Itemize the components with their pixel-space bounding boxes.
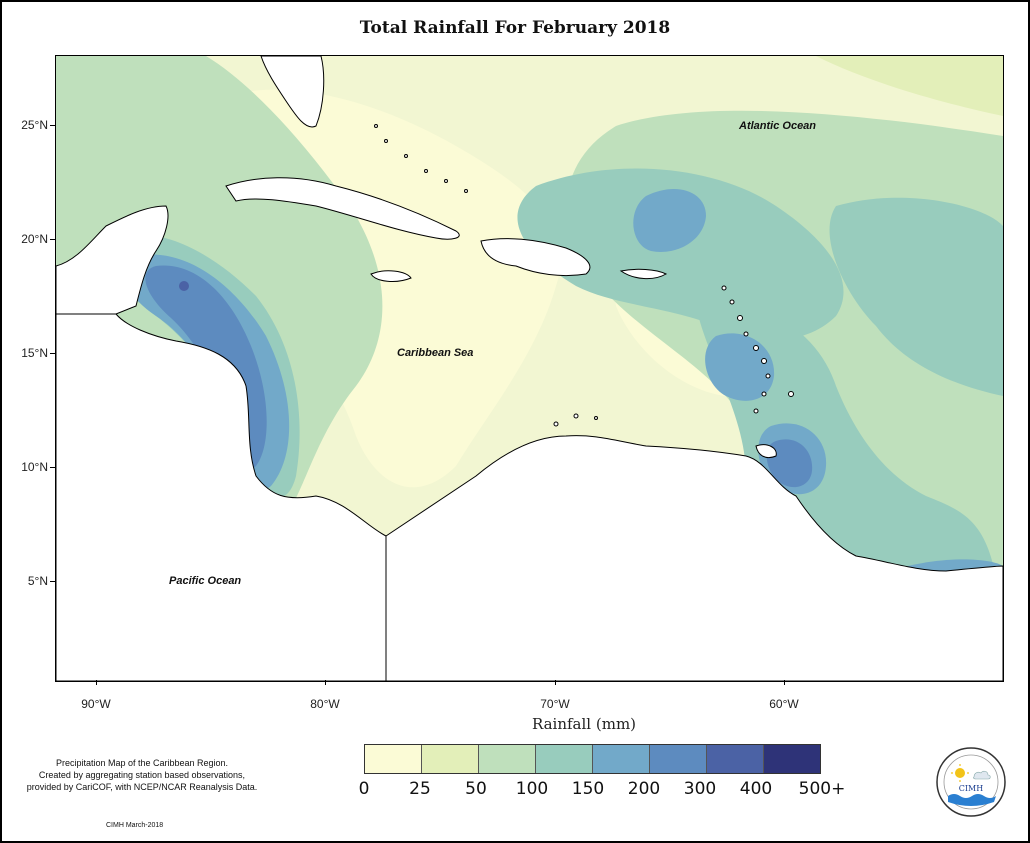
jamaica [370,270,412,282]
x-tick [784,680,785,685]
central-america [56,313,387,681]
y-tick [50,239,55,240]
x-axis-title: Rainfall (mm) [531,715,637,733]
legend-label: 200 [627,779,661,799]
x-tick-label: 90°W [81,697,111,711]
x-tick-label: 80°W [310,697,340,711]
x-tick [96,680,97,685]
y-tick-label: 15°N [21,346,48,360]
ocean-label-pacific: Pacific Ocean [169,575,242,587]
trinidad [755,444,777,459]
sun-icon [955,768,965,778]
legend-swatch [479,745,536,773]
waves-icon [948,794,996,806]
legend-swatch [422,745,479,773]
map-title: Total Rainfall For February 2018 [359,18,671,38]
legend-label: 0 [358,779,370,799]
y-tick [50,125,55,126]
legend-swatch [536,745,593,773]
legend-label: 50 [465,779,487,799]
rain-zone-200-300 [766,439,813,488]
legend-swatch [707,745,764,773]
legend-swatch [650,745,707,773]
y-tick-label: 25°N [21,118,48,132]
footnote-line: Precipitation Map of the Caribbean Regio… [55,758,229,768]
legend-label: 500+ [798,779,846,799]
legend-label: 150 [571,779,605,799]
legend-label: 25 [409,779,431,799]
x-tick [325,680,326,685]
legend-label: 400 [739,779,773,799]
rain-zone-25-50 [816,56,1003,116]
ocean-label-caribbean: Caribbean Sea [397,347,474,359]
legend-swatch [365,745,422,773]
rainfall-legend [364,744,821,774]
legend-label: 300 [683,779,717,799]
cimh-logo: CIMH [935,746,1007,818]
footnote-line: provided by CariCOF, with NCEP/NCAR Rean… [26,782,258,792]
ocean-label-atlantic: Atlantic Ocean [739,120,817,132]
rain-zone-100-150 [829,197,1003,396]
cimh-logo-icon: CIMH [936,747,1006,817]
x-tick [555,680,556,685]
rainfall-map-canvas [56,56,1003,681]
land-masses [56,56,1003,681]
rainfall-map [55,55,1004,682]
map-credit: CIMH March-2018 [106,822,164,829]
legend-swatch [764,745,820,773]
x-tick-label: 70°W [540,697,570,711]
x-tick-label: 60°W [769,697,799,711]
footnote-line: Created by aggregating station based obs… [38,770,246,780]
rain-zone-150-200 [633,188,706,252]
yucatan [56,205,169,315]
y-tick-label: 20°N [21,232,48,246]
y-tick-label: 5°N [27,574,48,588]
legend-swatch [593,745,650,773]
y-tick [50,353,55,354]
hispaniola [480,238,591,277]
cloud-icon [973,770,991,780]
legend-label: 100 [515,779,549,799]
rain-zone-100-150 [517,168,844,340]
y-tick [50,467,55,468]
logo-text: CIMH [959,784,983,793]
florida [260,56,325,128]
rain-zone-300-400 [179,281,189,291]
y-tick-label: 10°N [21,460,48,474]
map-footnote: Precipitation Map of the Caribbean Regio… [6,757,278,793]
south-america [385,435,1003,681]
cuba [225,177,460,240]
puerto-rico [619,268,668,279]
y-tick [50,581,55,582]
lesser-antilles [374,124,794,427]
